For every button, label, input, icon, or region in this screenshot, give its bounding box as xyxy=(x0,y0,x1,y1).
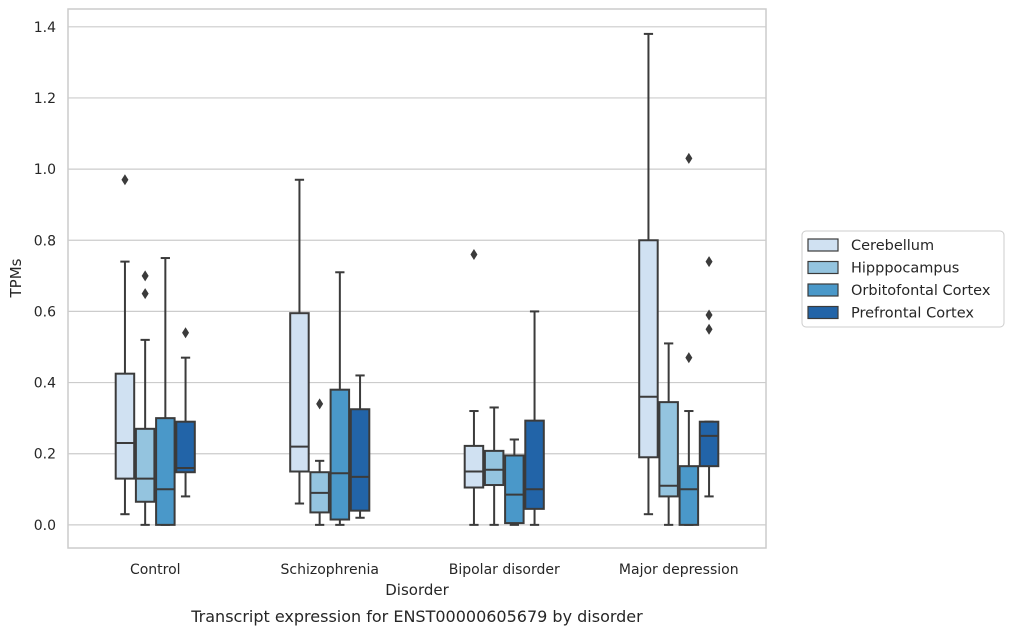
box xyxy=(638,239,659,459)
box-groups xyxy=(114,32,720,526)
box-group xyxy=(463,248,545,526)
y-tick-label: 1.2 xyxy=(34,91,56,107)
box-group xyxy=(638,32,720,526)
plot-frame xyxy=(67,8,767,549)
box xyxy=(504,454,525,525)
y-tick-label: 1.4 xyxy=(34,20,56,36)
legend-item: Hipppocampus xyxy=(807,260,959,277)
box xyxy=(349,408,371,512)
outlier-point xyxy=(470,248,478,260)
box xyxy=(658,401,679,498)
outlier-point xyxy=(685,352,693,364)
outlier-point xyxy=(685,152,693,164)
legend-label: Prefrontal Cortex xyxy=(851,306,974,322)
y-tick-label: 0.0 xyxy=(34,518,56,534)
legend-item: Orbitofontal Cortex xyxy=(807,283,991,299)
legend: Cerebellum Hipppocampus Orbitofontal Corte… xyxy=(801,230,1005,328)
outlier-point xyxy=(316,398,324,410)
box xyxy=(678,465,700,526)
legend-frame xyxy=(801,230,1005,328)
legend-swatch xyxy=(807,305,839,320)
outlier-point xyxy=(705,256,713,268)
box xyxy=(175,420,196,474)
box xyxy=(289,312,310,473)
legend-swatch xyxy=(807,283,839,297)
figure-caption: Transcript expression for ENST0000060567… xyxy=(190,607,643,626)
box xyxy=(155,417,176,526)
legend-swatch xyxy=(807,260,839,275)
legend-swatch xyxy=(807,238,839,252)
outlier-point xyxy=(705,309,713,321)
legend-label: Cerebellum xyxy=(851,238,934,254)
y-axis-ticks: 0.0 0.2 0.4 0.6 0.8 1.0 1.2 1.4 xyxy=(34,20,56,534)
y-tick-label: 0.2 xyxy=(34,447,56,463)
box xyxy=(698,420,720,468)
y-tick-label: 0.6 xyxy=(34,304,56,320)
legend-item: Prefrontal Cortex xyxy=(807,305,974,322)
x-tick-label: Bipolar disorder xyxy=(449,562,560,578)
x-tick-label: Schizophrenia xyxy=(281,562,379,578)
box xyxy=(463,444,485,489)
outlier-point xyxy=(141,270,149,282)
y-axis-title: TPMs xyxy=(7,258,25,298)
legend-label: Orbitofontal Cortex xyxy=(851,283,991,299)
y-tick-label: 0.8 xyxy=(34,233,56,249)
legend-item: Cerebellum xyxy=(807,238,934,254)
box xyxy=(134,427,156,503)
outlier-point xyxy=(182,327,190,339)
legend-label: Hipppocampus xyxy=(851,261,959,277)
outlier-point xyxy=(141,288,149,300)
box xyxy=(483,449,505,487)
box xyxy=(114,372,136,480)
x-axis-title: Disorder xyxy=(385,581,449,599)
box-group xyxy=(114,174,196,526)
x-tick-label: Control xyxy=(130,562,181,578)
y-tick-label: 0.4 xyxy=(34,376,56,392)
outlier-point xyxy=(121,174,129,186)
box xyxy=(524,419,545,510)
outlier-point xyxy=(705,323,713,335)
box-group xyxy=(289,178,371,526)
box xyxy=(329,388,351,521)
x-tick-label: Major depression xyxy=(619,562,739,578)
y-tick-label: 1.0 xyxy=(34,162,56,178)
x-axis-ticks: Control Schizophrenia Bipolar disorder Majo… xyxy=(130,562,739,578)
